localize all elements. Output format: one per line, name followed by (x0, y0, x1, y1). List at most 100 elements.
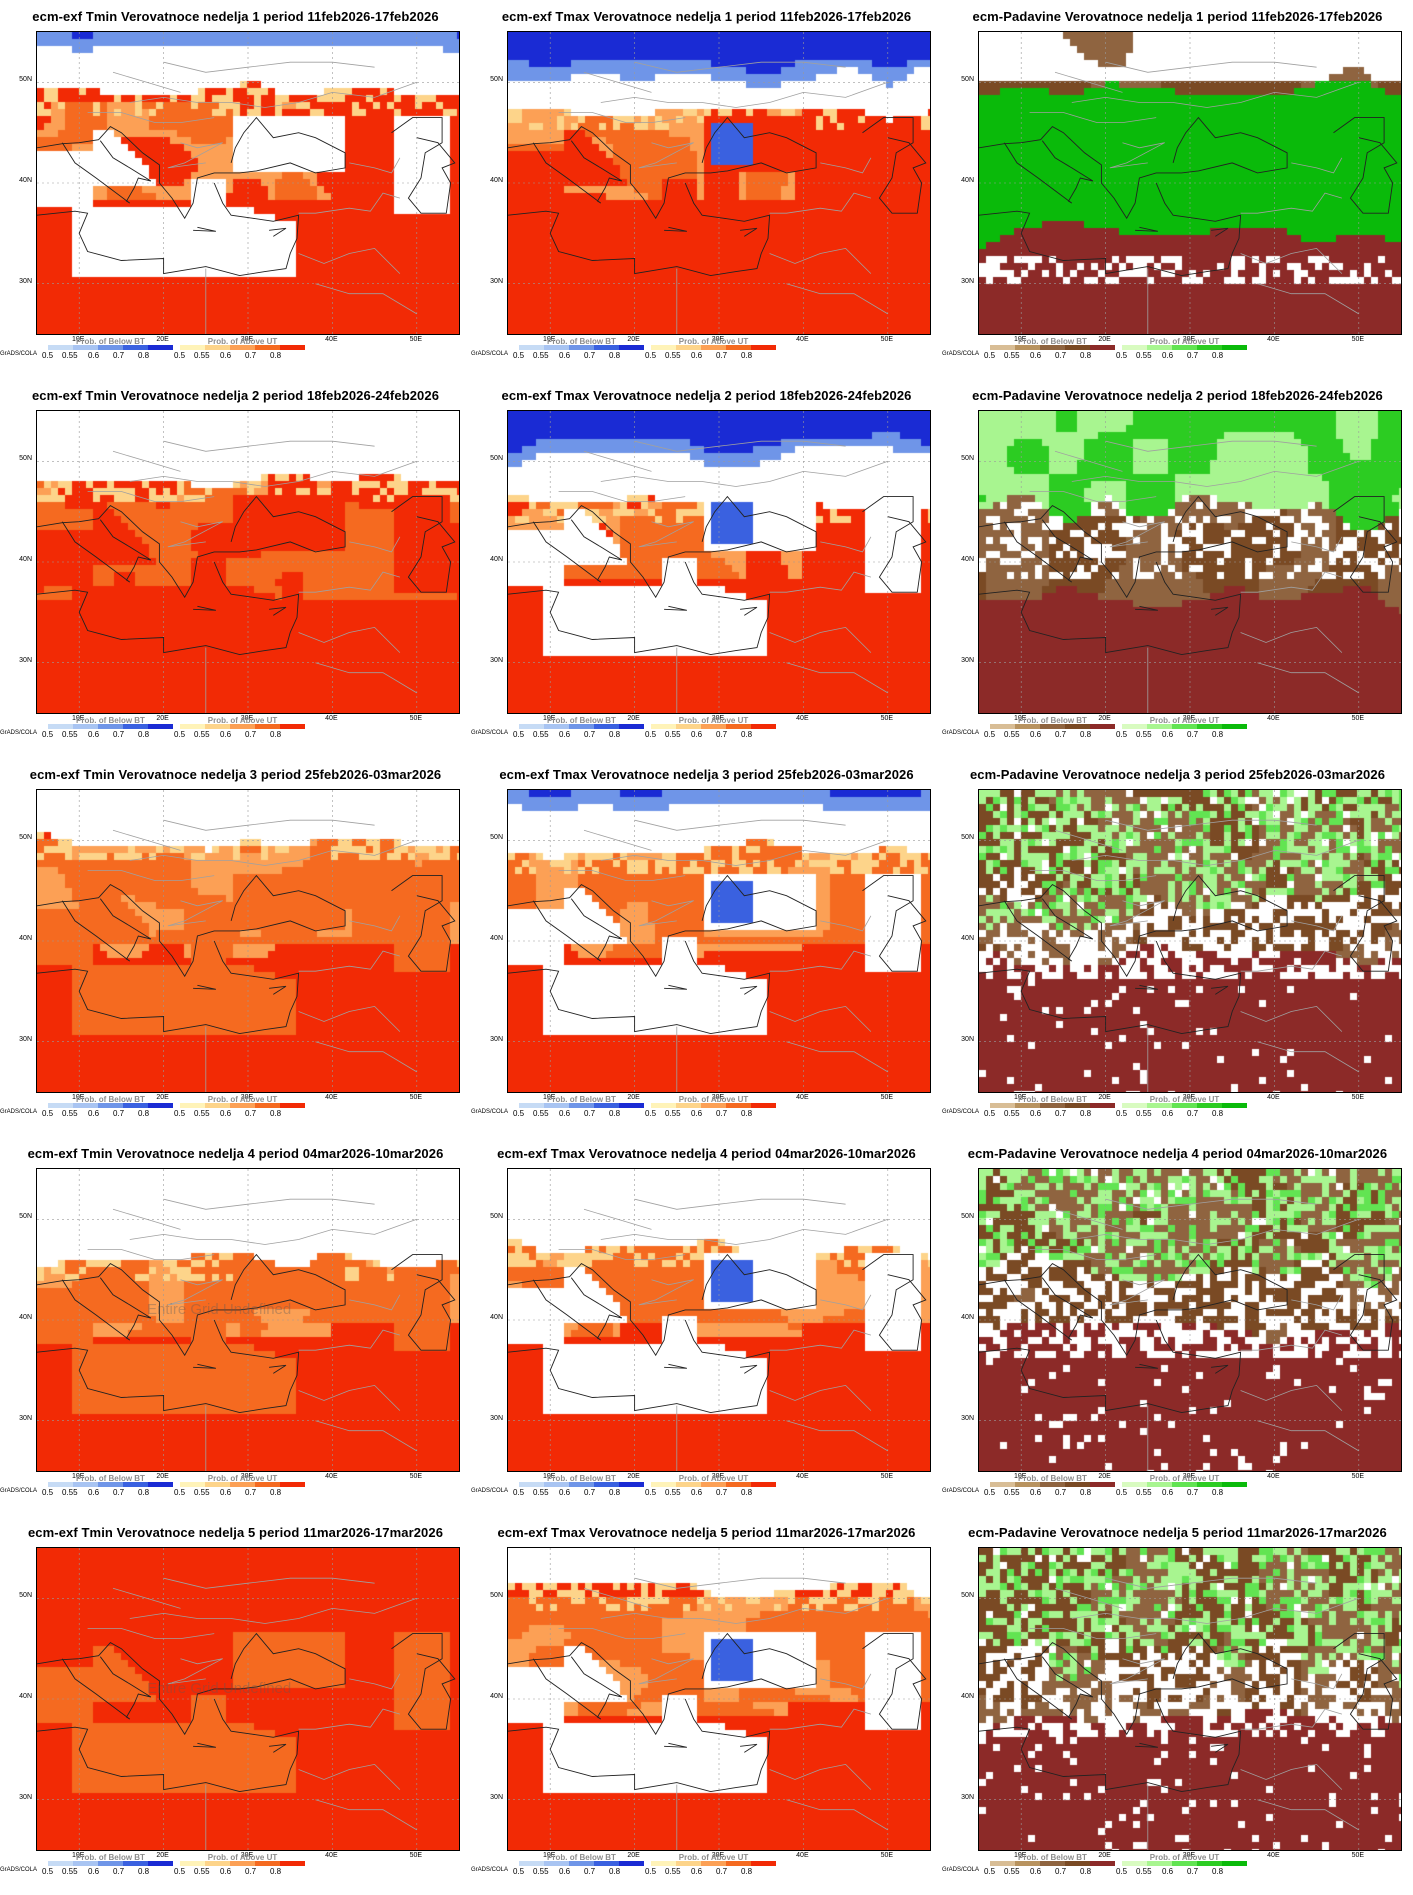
coastline (1003, 140, 1094, 204)
legend-tick-label: 0.7 (1055, 351, 1067, 360)
country-border (315, 1799, 418, 1831)
country-border (349, 536, 401, 553)
legend-swatch (701, 1103, 726, 1108)
legend-above: Prob. of Above UT 0.5 0.55 0.6 0.7 0.8 (645, 1474, 776, 1497)
legend-swatch (98, 1103, 123, 1108)
legend-color-bar (180, 1861, 305, 1866)
latitude-label: 40N (19, 1314, 32, 1321)
coastline (979, 116, 1288, 220)
legend-tick-label: 0.55 (1004, 1867, 1020, 1876)
country-border (1105, 1577, 1317, 1589)
coastline (61, 1656, 152, 1720)
legend-swatch (751, 1103, 776, 1108)
legend-above: Prob. of Above UT 0.5 0.55 0.6 0.7 0.8 (645, 337, 776, 360)
latitude-label: 30N (961, 656, 974, 664)
legend-tick-label: 0.7 (1187, 730, 1199, 739)
coastline (37, 874, 346, 978)
longitude-label: 40E (1267, 1473, 1280, 1480)
longitude-label: 20E (156, 1473, 169, 1480)
coastline (37, 495, 346, 599)
longitude-label: 20E (627, 1852, 640, 1859)
legend-color-bar (48, 1861, 173, 1866)
undefined-grid-overlay-text: Entire Grid Undefined (147, 1680, 292, 1697)
coastline (508, 1319, 771, 1414)
legend-swatch (726, 345, 751, 350)
legend-tick-label: 0.55 (1004, 730, 1020, 739)
legend-swatch (1222, 345, 1247, 350)
longitude-label: 50E (1351, 1473, 1365, 1480)
legend-above: Prob. of Above UT 0.5 0.55 0.6 0.7 0.8 (174, 337, 305, 360)
coastline (1135, 226, 1158, 232)
country-border (1029, 870, 1157, 881)
map-panel-tmin-week-1: ecm-exf Tmin Verovatnoce nedelja 1 perio… (0, 0, 471, 379)
country-border (638, 1279, 694, 1306)
longitude-label: 20E (1098, 1852, 1111, 1859)
legend-tick-label: 0.5 (1116, 1488, 1128, 1497)
map-lines (508, 790, 930, 1092)
map-lines (979, 411, 1401, 713)
legend-tick-label: 0.8 (1080, 1867, 1092, 1876)
legend-swatch (48, 1861, 73, 1866)
coastline (37, 940, 300, 1035)
country-border (786, 662, 889, 694)
grads-credit: GrADS/COLA (471, 351, 509, 357)
country-border (1105, 61, 1317, 73)
legend-swatch (676, 345, 701, 350)
longitude-label: 40E (796, 715, 809, 722)
legend-title: Prob. of Above UT (207, 1853, 278, 1862)
longitude-label: 20E (1098, 1473, 1111, 1480)
longitude-label: 30E (711, 336, 725, 343)
legend-tick-label: 0.7 (1187, 1488, 1199, 1497)
legend-tick-label: 0.8 (1080, 1488, 1092, 1497)
country-border (769, 1329, 872, 1351)
country-border (167, 521, 223, 548)
country-border (1054, 71, 1123, 93)
legend-swatch (180, 1103, 205, 1108)
legend-swatch (1040, 1861, 1065, 1866)
legend-tick-label: 0.8 (741, 351, 753, 360)
legend-swatch (990, 1482, 1015, 1487)
legend-tick-label: 0.5 (984, 1867, 996, 1876)
coastline (1003, 519, 1094, 583)
country-border (298, 950, 401, 972)
country-border (349, 1673, 401, 1690)
longitude-label: 50E (1351, 1852, 1365, 1859)
probability-map: Entire Grid Undefined (36, 1547, 460, 1851)
latitude-label: 30N (490, 656, 503, 664)
country-border (769, 1763, 872, 1790)
longitude-label: 50E (880, 715, 894, 722)
legend-color-bar (990, 724, 1115, 729)
legend-above: Prob. of Above UT 0.5 0.55 0.6 0.7 0.8 (174, 1853, 305, 1876)
coastline (269, 1364, 287, 1374)
longitude-label: 40E (325, 336, 338, 343)
probability-map (978, 789, 1402, 1093)
grads-credit: GrADS/COLA (0, 351, 38, 357)
legend-swatch (569, 1482, 594, 1487)
legend-tick-label: 0.7 (1055, 1867, 1067, 1876)
legend-swatch (569, 345, 594, 350)
legend-swatch (48, 345, 73, 350)
legend-swatch (519, 345, 544, 350)
coastline (37, 1253, 346, 1357)
country-border (676, 268, 678, 334)
country-border (1105, 819, 1317, 831)
legend-swatch (123, 1103, 148, 1108)
legend-tick-label: 0.5 (513, 1488, 525, 1497)
coastline (979, 874, 1288, 978)
coastline (862, 875, 927, 972)
longitude-label: 50E (409, 715, 423, 722)
longitude-label: 50E (880, 336, 894, 343)
longitude-label: 20E (627, 1094, 640, 1101)
legend-swatch (1222, 1861, 1247, 1866)
latitude-label: 50N (19, 1213, 32, 1221)
legend-tick-label: 0.55 (533, 1109, 549, 1118)
legend-below: Prob. of Below BT 0.5 0.55 0.6 0.7 0.8 (42, 1853, 173, 1876)
legend-swatch (148, 1861, 173, 1866)
latitude-label: 50N (490, 455, 503, 463)
country-border (1105, 1198, 1317, 1210)
coastline (740, 1364, 758, 1374)
country-border (1109, 142, 1165, 169)
legend-tick-label: 0.55 (533, 351, 549, 360)
country-border (634, 1198, 846, 1210)
legend-tick-label: 0.5 (42, 730, 54, 739)
